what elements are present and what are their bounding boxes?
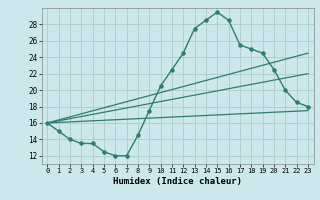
X-axis label: Humidex (Indice chaleur): Humidex (Indice chaleur): [113, 177, 242, 186]
